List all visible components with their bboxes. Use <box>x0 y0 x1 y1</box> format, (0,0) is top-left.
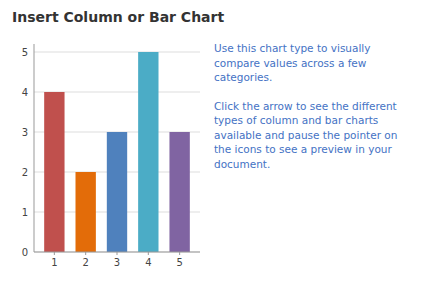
y-tick-label: 0 <box>22 247 28 258</box>
x-tick <box>148 252 149 255</box>
y-tick-label: 5 <box>22 47 28 58</box>
y-tick-label: 3 <box>22 127 28 138</box>
x-tick <box>179 252 180 255</box>
x-tick <box>54 252 55 255</box>
y-tick-label: 1 <box>22 207 28 218</box>
x-tick-label: 2 <box>82 257 88 268</box>
title: Insert Column or Bar Chart <box>12 9 224 25</box>
x-tick-label: 4 <box>145 257 151 268</box>
x-tick-label: 5 <box>176 257 182 268</box>
bars <box>44 52 190 252</box>
bar <box>44 92 64 252</box>
y-tick-label: 4 <box>22 87 28 98</box>
grid-line <box>34 52 200 53</box>
x-tick <box>117 252 118 255</box>
annotation: Click the arrow to see the differenttype… <box>214 100 397 170</box>
y-tick-label: 2 <box>22 167 28 178</box>
x-tick-label: 1 <box>51 257 57 268</box>
chart: Insert Column or Bar Chart 0 1 2 3 4 5 1 2 3 4 5 Use… <box>0 0 438 282</box>
y-axis <box>34 44 35 252</box>
bar <box>76 172 96 252</box>
x-tick-label: 3 <box>114 257 120 268</box>
bar <box>138 52 158 252</box>
bar <box>107 132 127 252</box>
x-tick <box>85 252 86 255</box>
bar <box>169 132 189 252</box>
annotation: Use this chart type to visuallycompare v… <box>214 42 371 83</box>
